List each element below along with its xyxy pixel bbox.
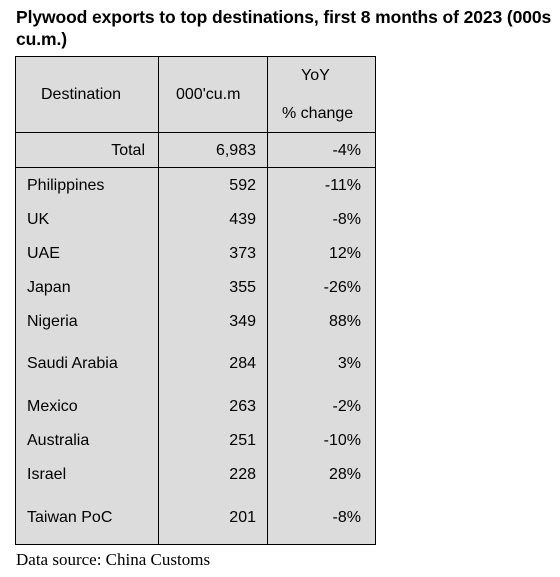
row-change: -11%	[324, 177, 361, 194]
row-change: 88%	[328, 313, 361, 330]
row-destination: Saudi Arabia	[27, 355, 118, 372]
row-destination: UK	[27, 211, 50, 228]
row-change: 12%	[328, 245, 361, 262]
row-volume: 284	[229, 355, 256, 372]
total-divider	[16, 167, 375, 168]
row-volume: 349	[229, 313, 256, 330]
header-pct-change: % change	[282, 105, 354, 122]
row-destination: Japan	[27, 279, 71, 296]
row-change: 28%	[328, 466, 361, 483]
row-change: -8%	[332, 211, 361, 228]
row-destination: Taiwan PoC	[27, 509, 113, 526]
row-destination: Nigeria	[27, 313, 78, 330]
row-destination: UAE	[27, 245, 60, 262]
row-volume: 373	[229, 245, 256, 262]
header-yoy: YoY	[301, 67, 330, 84]
row-volume: 355	[229, 279, 256, 296]
total-change: -4%	[332, 142, 361, 159]
row-change: -8%	[332, 509, 361, 526]
header-destination: Destination	[41, 86, 122, 103]
row-change: 3%	[337, 355, 361, 372]
row-change: -2%	[332, 398, 361, 415]
row-change: -10%	[323, 432, 361, 449]
row-volume: 439	[229, 211, 256, 228]
exports-table: Destination 000'cu.m YoY % change Total …	[15, 56, 376, 545]
row-volume: 251	[229, 432, 256, 449]
row-change: -26%	[323, 279, 361, 296]
header-volume: 000'cu.m	[176, 86, 241, 103]
chart-title: Plywood exports to top destinations, fir…	[16, 7, 552, 49]
column-divider	[158, 57, 159, 544]
row-volume: 263	[229, 398, 256, 415]
row-destination: Australia	[27, 432, 90, 449]
header-divider	[16, 132, 375, 133]
row-volume: 228	[229, 466, 256, 483]
row-destination: Philippines	[27, 177, 105, 194]
total-volume: 6,983	[215, 142, 256, 159]
row-volume: 201	[229, 509, 256, 526]
row-volume: 592	[229, 177, 256, 194]
total-label: Total	[111, 142, 145, 159]
data-source-note: Data source: China Customs	[16, 550, 211, 569]
row-destination: Mexico	[27, 398, 78, 415]
row-destination: Israel	[27, 466, 67, 483]
column-divider	[267, 57, 268, 544]
